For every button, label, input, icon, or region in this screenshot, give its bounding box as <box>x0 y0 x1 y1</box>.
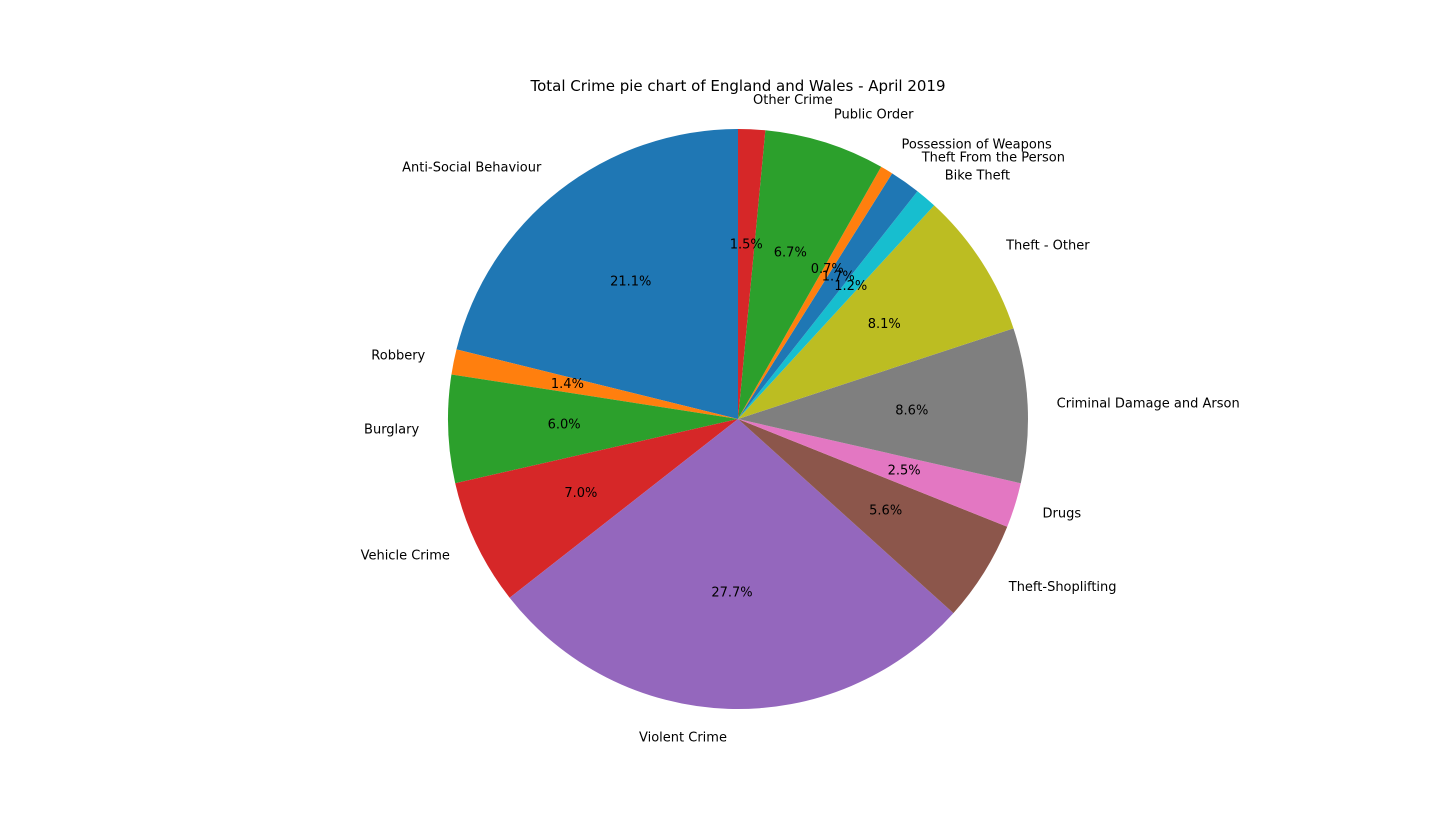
slice-label-robbery: Robbery <box>371 349 425 364</box>
slice-label-public-order: Public Order <box>834 107 914 122</box>
pie-slice-theft-shoplifting <box>738 419 1008 614</box>
pie-slice-vehicle-crime <box>455 419 738 598</box>
slice-label-bike-theft: Bike Theft <box>945 169 1010 184</box>
slice-pct-vehicle-crime: 7.0% <box>564 486 597 501</box>
slice-pct-bike-theft: 1.2% <box>834 279 867 294</box>
pie-slice-drugs <box>738 419 1021 527</box>
pie-slice-possession-of-weapons <box>738 166 893 419</box>
slice-percentage-labels: 21.1% 1.4% 6.0% 7.0% 27.7% 5.6% 2.5% 8.6% 8.1% 1.… <box>548 238 929 601</box>
slice-label-theft-shoplifting: Theft-Shoplifting <box>1008 580 1117 595</box>
slice-pct-other-crime: 1.5% <box>730 238 763 253</box>
slice-label-possession-of-weapons: Possession of Weapons <box>902 138 1053 153</box>
slice-label-burglary: Burglary <box>364 423 419 438</box>
slice-pct-theft-from-the-person: 1.7% <box>822 269 855 284</box>
pie-slice-theft-other <box>738 205 1014 419</box>
slice-label-criminal-damage-and-arson: Criminal Damage and Arson <box>1057 396 1240 411</box>
chart-title: Total Crime pie chart of England and Wal… <box>530 77 946 95</box>
pie-slice-anti-social-behaviour <box>456 129 738 419</box>
slice-label-anti-social-behaviour: Anti-Social Behaviour <box>402 160 542 175</box>
slice-label-violent-crime: Violent Crime <box>639 730 727 745</box>
slice-label-drugs: Drugs <box>1043 506 1082 521</box>
slice-pct-public-order: 6.7% <box>774 246 807 261</box>
slice-label-theft-other: Theft - Other <box>1005 239 1090 254</box>
slice-label-vehicle-crime: Vehicle Crime <box>361 548 450 563</box>
slice-pct-possession-of-weapons: 0.7% <box>811 262 844 277</box>
slice-pct-robbery: 1.4% <box>551 377 584 392</box>
slice-pct-drugs: 2.5% <box>888 463 921 478</box>
slice-pct-violent-crime: 27.7% <box>711 585 752 600</box>
slice-label-theft-from-the-person: Theft From the Person <box>921 151 1065 166</box>
pie-slice-public-order <box>738 130 882 420</box>
slice-pct-criminal-damage-and-arson: 8.6% <box>895 403 928 418</box>
slice-label-other-crime: Other Crime <box>753 93 833 108</box>
slice-pct-anti-social-behaviour: 21.1% <box>610 274 651 289</box>
pie-slice-burglary <box>448 374 738 484</box>
pie-slice-other-crime <box>738 129 766 419</box>
pie-slice-theft-from-the-person <box>738 173 918 419</box>
pie-slice-criminal-damage-and-arson <box>738 328 1028 484</box>
slice-category-labels: Anti-Social Behaviour Robbery Burglary Vehi… <box>361 93 1240 745</box>
pie-slices <box>448 129 1028 709</box>
pie-slice-bike-theft <box>738 191 935 419</box>
slice-pct-theft-other: 8.1% <box>868 317 901 332</box>
pie-slice-robbery <box>451 349 738 419</box>
slice-pct-theft-shoplifting: 5.6% <box>869 504 902 519</box>
slice-pct-burglary: 6.0% <box>548 418 581 433</box>
pie-slice-violent-crime <box>509 419 954 709</box>
